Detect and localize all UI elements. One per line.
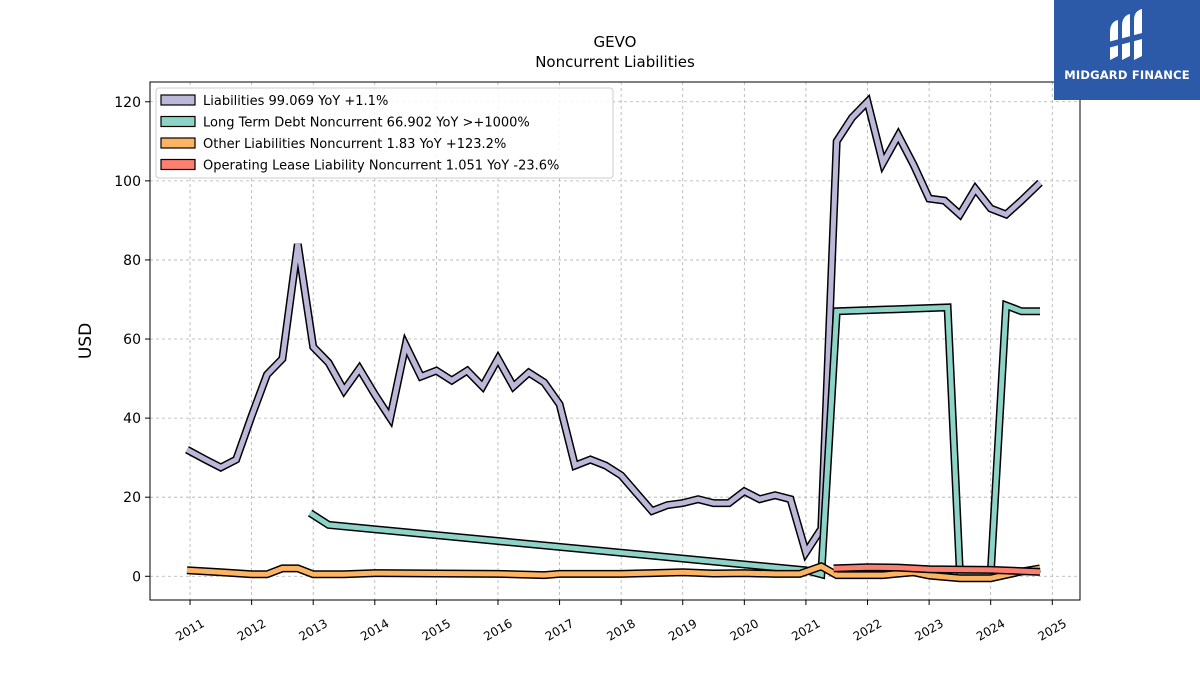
x-tick-label: 2017	[543, 616, 576, 643]
x-tick-label: 2025	[1036, 616, 1069, 643]
y-tick-label: 20	[123, 490, 141, 506]
y-tick-label: 0	[132, 569, 141, 585]
legend-swatch	[160, 137, 196, 149]
series-3	[833, 563, 1041, 576]
series-line	[186, 563, 1041, 581]
y-axis: 0 20 40 60 80 100 120	[114, 95, 150, 585]
x-tick-label: 2016	[481, 616, 514, 643]
series-2	[186, 562, 1041, 583]
y-tick-label: 40	[123, 411, 141, 427]
midgard-logo-icon	[1108, 9, 1146, 60]
chart-subtitle: Noncurrent Liabilities	[535, 53, 695, 71]
x-tick-label: 2022	[851, 616, 884, 643]
series-lines	[185, 93, 1043, 583]
legend-entry: Other Liabilities Noncurrent 1.83 YoY +1…	[203, 137, 506, 152]
x-axis: 2011 2012 2013 2014 2015 2016 2017 2018 2019 2020…	[173, 600, 1069, 644]
x-tick-label: 2012	[235, 616, 268, 643]
x-tick-label: 2018	[604, 616, 637, 643]
series-line	[833, 564, 1041, 575]
x-tick-label: 2019	[666, 616, 699, 643]
plot-frame	[149, 81, 1081, 601]
x-tick-label: 2014	[358, 616, 391, 643]
x-tick-label: 2024	[974, 616, 1007, 643]
brand-logo: MIDGARD FINANCE	[1054, 0, 1200, 100]
legend-swatch	[160, 94, 196, 106]
grid-lines	[150, 82, 1080, 600]
legend-swatch	[160, 158, 196, 171]
brand-name: MIDGARD FINANCE	[1064, 68, 1190, 82]
y-tick-label: 80	[123, 253, 141, 269]
legend-entry: Liabilities 99.069 YoY +1.1%	[203, 94, 388, 109]
chart-title: GEVO	[594, 33, 637, 51]
y-tick-label: 100	[114, 174, 141, 190]
legend-entry: Long Term Debt Noncurrent 66.902 YoY >+1…	[203, 116, 530, 131]
y-tick-label: 120	[114, 95, 141, 111]
x-tick-label: 2021	[789, 616, 822, 643]
series-1	[307, 299, 1040, 580]
legend-swatch	[160, 115, 196, 128]
legend: Liabilities 99.069 YoY +1.1% Long Term De…	[155, 87, 614, 179]
x-tick-label: 2015	[420, 616, 453, 643]
y-tick-label: 60	[123, 332, 141, 348]
legend-entry: Operating Lease Liability Noncurrent 1.0…	[203, 159, 559, 174]
legend-box	[155, 87, 614, 179]
x-tick-label: 2023	[912, 616, 945, 643]
y-axis-label: USD	[76, 323, 96, 359]
x-tick-label: 2011	[173, 616, 206, 643]
series-0	[185, 93, 1043, 563]
series-line	[308, 301, 1040, 578]
series-line	[185, 96, 1042, 559]
x-tick-label: 2013	[296, 616, 329, 643]
x-tick-label: 2020	[728, 616, 761, 643]
